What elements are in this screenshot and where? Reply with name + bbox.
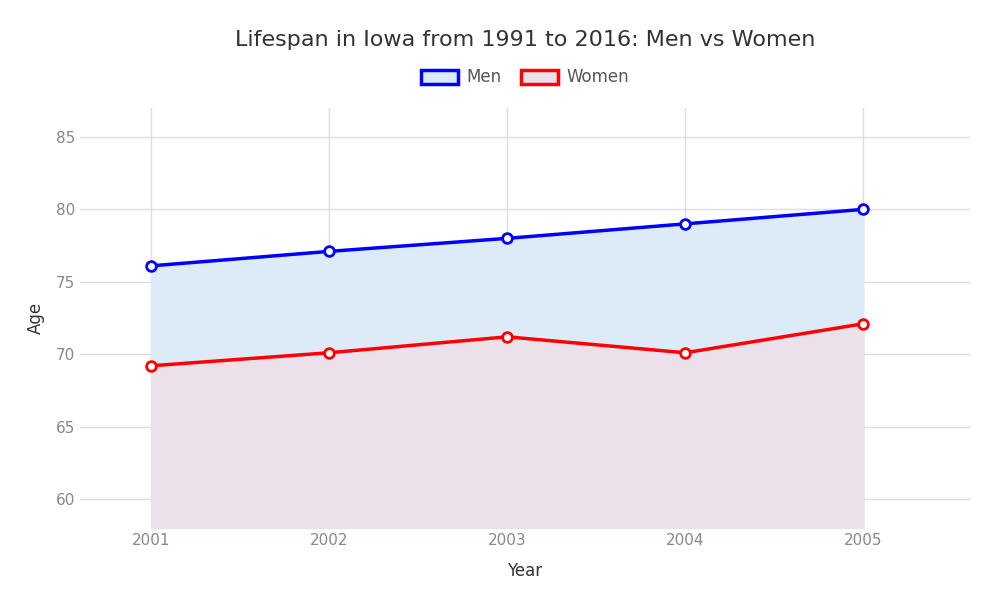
X-axis label: Year: Year xyxy=(507,562,543,580)
Y-axis label: Age: Age xyxy=(27,302,45,334)
Legend: Men, Women: Men, Women xyxy=(414,62,636,93)
Title: Lifespan in Iowa from 1991 to 2016: Men vs Women: Lifespan in Iowa from 1991 to 2016: Men … xyxy=(235,29,815,49)
